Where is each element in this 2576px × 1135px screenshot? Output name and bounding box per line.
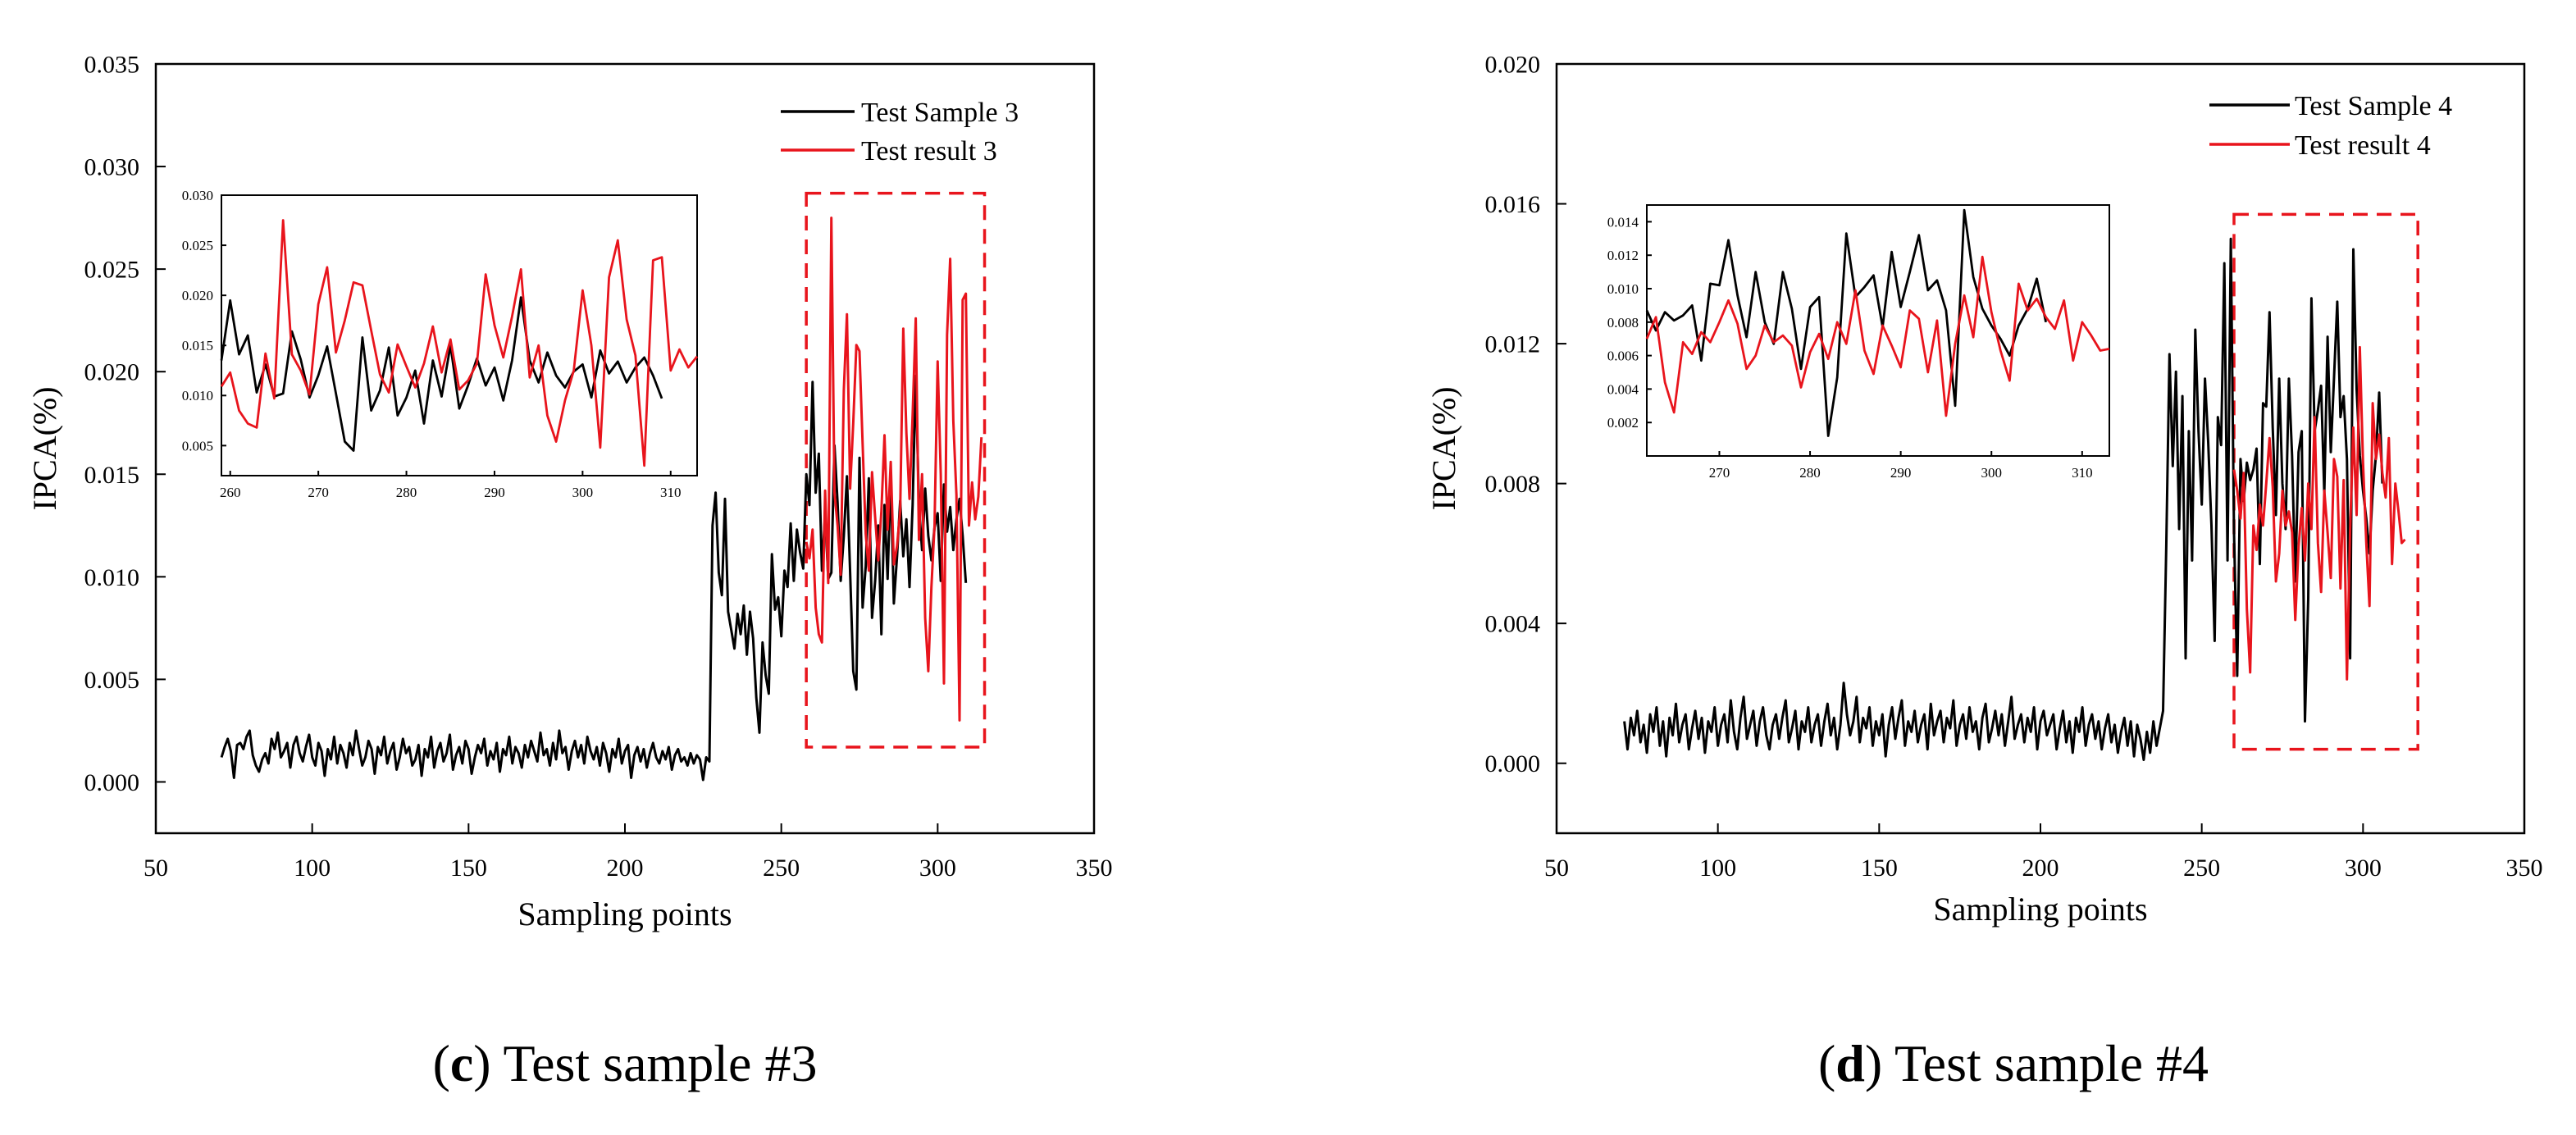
y-tick-label: 0.035 bbox=[84, 52, 140, 79]
legend: Test Sample 3 Test result 3 bbox=[781, 98, 1019, 166]
y-tick-label: 0.012 bbox=[1485, 331, 1541, 358]
x-tick-label: 200 bbox=[2022, 855, 2059, 882]
legend-label-result: Test result 4 bbox=[2295, 130, 2431, 161]
x-axis-label: Sampling points bbox=[517, 896, 732, 932]
panel-letter: d bbox=[1835, 1034, 1865, 1092]
legend-label-result: Test result 3 bbox=[861, 136, 997, 166]
y-axis-label: IPCA(%) bbox=[26, 386, 63, 510]
panel-letter: c bbox=[450, 1034, 473, 1092]
panel-c: 50 100 150 200 250 300 350 0.000 0.005 0.010 0.01… bbox=[26, 52, 1113, 1093]
x-tick-label: 300 bbox=[919, 855, 956, 882]
y-tick-label: 0.020 bbox=[1485, 52, 1541, 79]
y-tick-label: 0.000 bbox=[1485, 750, 1541, 777]
x-axis-label: Sampling points bbox=[1933, 891, 2147, 928]
y-axis-label: IPCA(%) bbox=[1425, 386, 1462, 510]
panel-caption: (c) Test sample #3 bbox=[433, 1034, 818, 1092]
y-tick-label: 0.008 bbox=[1607, 315, 1639, 330]
y-tick-label: 0.015 bbox=[84, 462, 140, 489]
y-tick-label: 0.005 bbox=[84, 667, 140, 694]
y-tick-label: 0.010 bbox=[182, 388, 213, 403]
inset-plot: 260 270 280 290 300 310 0.005 0.010 0.015 0.020 0… bbox=[182, 188, 699, 500]
x-tick-label: 50 bbox=[1544, 855, 1569, 882]
x-tick-label: 300 bbox=[1981, 465, 2002, 481]
series-line-test-sample-4 bbox=[1623, 237, 2384, 761]
x-tick-label: 310 bbox=[660, 485, 682, 500]
x-tick-label: 50 bbox=[144, 855, 168, 882]
y-tick-label: 0.010 bbox=[84, 564, 140, 591]
series-line-test-result-3 bbox=[805, 217, 983, 722]
y-tick-label: 0.008 bbox=[1485, 471, 1541, 498]
x-tick-label: 250 bbox=[763, 855, 800, 882]
x-tick-label: 270 bbox=[308, 485, 329, 500]
y-tick-label: 0.004 bbox=[1607, 381, 1639, 397]
caption-text: Test sample #3 bbox=[491, 1034, 818, 1092]
y-tick-label: 0.025 bbox=[182, 238, 213, 253]
y-tick-label: 0.005 bbox=[182, 438, 213, 454]
series-line-test-result-4 bbox=[1645, 255, 2110, 417]
y-tick-label: 0.030 bbox=[182, 188, 213, 203]
highlight-box bbox=[805, 191, 987, 749]
x-tick-label: 350 bbox=[2506, 855, 2543, 882]
x-tick-label: 300 bbox=[2345, 855, 2382, 882]
x-tick-label: 310 bbox=[2072, 465, 2093, 481]
x-tick-label: 150 bbox=[1861, 855, 1898, 882]
x-tick-label: 260 bbox=[220, 485, 241, 500]
y-tick-label: 0.015 bbox=[182, 338, 213, 353]
legend-label-sample: Test Sample 4 bbox=[2295, 91, 2452, 121]
y-tick-label: 0.010 bbox=[1607, 281, 1639, 297]
inset-plot: 270 280 290 300 310 0.002 0.004 0.006 0.008 0.01… bbox=[1607, 204, 2110, 481]
series-line-test-sample-4 bbox=[1645, 208, 2047, 437]
x-tick-label: 300 bbox=[572, 485, 594, 500]
x-tick-label: 280 bbox=[1799, 465, 1821, 481]
x-tick-label: 290 bbox=[1890, 465, 1912, 481]
legend-label-sample: Test Sample 3 bbox=[861, 98, 1019, 128]
y-tick-label: 0.000 bbox=[84, 769, 140, 796]
x-tick-label: 200 bbox=[607, 855, 644, 882]
x-tick-label: 350 bbox=[1076, 855, 1113, 882]
y-tick-label: 0.002 bbox=[1607, 415, 1639, 431]
x-tick-label: 290 bbox=[484, 485, 505, 500]
caption-text: Test sample #4 bbox=[1882, 1034, 2209, 1092]
y-tick-label: 0.025 bbox=[84, 257, 140, 284]
y-tick-label: 0.020 bbox=[182, 288, 213, 303]
inset-frame bbox=[1646, 204, 2110, 457]
x-tick-label: 150 bbox=[450, 855, 487, 882]
y-tick-label: 0.006 bbox=[1607, 349, 1639, 364]
x-tick-label: 100 bbox=[1699, 855, 1736, 882]
x-tick-label: 250 bbox=[2183, 855, 2220, 882]
y-tick-label: 0.030 bbox=[84, 154, 140, 181]
panel-caption: (d) Test sample #4 bbox=[1818, 1034, 2209, 1092]
y-tick-label: 0.016 bbox=[1485, 191, 1541, 218]
y-tick-label: 0.014 bbox=[1607, 214, 1639, 230]
y-tick-label: 0.012 bbox=[1607, 248, 1639, 263]
legend: Test Sample 4 Test result 4 bbox=[2209, 91, 2452, 161]
y-tick-label: 0.004 bbox=[1485, 611, 1541, 638]
x-tick-label: 270 bbox=[1709, 465, 1730, 481]
x-tick-label: 100 bbox=[294, 855, 331, 882]
y-tick-label: 0.020 bbox=[84, 359, 140, 386]
series-line-test-result-4 bbox=[2232, 345, 2406, 681]
x-tick-label: 280 bbox=[396, 485, 417, 500]
panel-d: 50 100 150 200 250 300 350 0.000 0.004 0.008 0.01… bbox=[1425, 52, 2543, 1093]
series-line-test-sample-3 bbox=[220, 296, 663, 452]
series-line-test-result-3 bbox=[220, 219, 699, 467]
